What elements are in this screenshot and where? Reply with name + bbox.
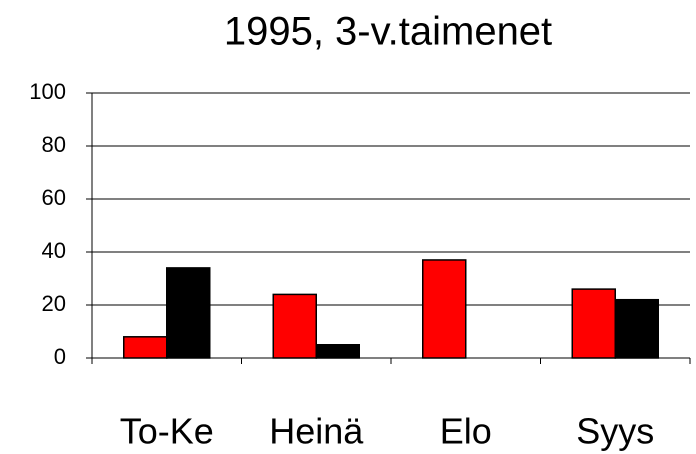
bar (571, 288, 616, 359)
y-tick-label: 40 (42, 238, 66, 263)
x-tick-label: Heinä (269, 411, 364, 452)
bar (123, 336, 168, 359)
x-tick-label: Syys (576, 411, 654, 452)
bar (422, 259, 467, 359)
y-tick-label: 80 (42, 132, 66, 157)
bar (272, 293, 317, 359)
x-tick-label: To-Ke (120, 411, 214, 452)
y-tick-label: 60 (42, 185, 66, 210)
chart-title: 1995, 3-v.taimenet (224, 10, 552, 54)
y-tick-label: 0 (54, 344, 66, 369)
bar (166, 267, 211, 359)
y-tick-label: 20 (42, 291, 66, 316)
x-tick-label: Elo (440, 411, 492, 452)
bar (315, 344, 360, 359)
bar (614, 298, 659, 359)
y-tick-label: 100 (29, 79, 66, 104)
